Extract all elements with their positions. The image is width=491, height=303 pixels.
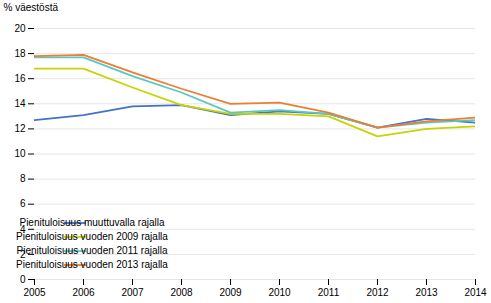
svg-text:2008: 2008 xyxy=(170,287,193,298)
svg-text:2012: 2012 xyxy=(366,287,389,298)
svg-text:2010: 2010 xyxy=(268,287,291,298)
svg-text:2013: 2013 xyxy=(415,287,438,298)
svg-text:Pienituloisuus muuttuvalla raj: Pienituloisuus muuttuvalla rajalla xyxy=(19,217,165,228)
svg-text:16: 16 xyxy=(14,73,26,84)
svg-text:20: 20 xyxy=(14,23,26,34)
svg-text:% väestöstä: % väestöstä xyxy=(4,2,59,13)
svg-text:10: 10 xyxy=(14,148,26,159)
svg-text:2014: 2014 xyxy=(464,287,487,298)
svg-text:6: 6 xyxy=(20,198,26,209)
svg-text:2007: 2007 xyxy=(121,287,144,298)
svg-text:Pienituloisuus vuoden 2013 raj: Pienituloisuus vuoden 2013 rajalla xyxy=(16,259,168,270)
svg-text:0: 0 xyxy=(20,274,26,285)
svg-text:8: 8 xyxy=(20,173,26,184)
svg-text:14: 14 xyxy=(14,98,26,109)
svg-text:2011: 2011 xyxy=(318,287,340,298)
svg-text:2009: 2009 xyxy=(219,287,242,298)
svg-text:12: 12 xyxy=(14,123,26,134)
svg-text:Pienituloisuus vuoden 2009 raj: Pienituloisuus vuoden 2009 rajalla xyxy=(16,231,168,242)
svg-text:2006: 2006 xyxy=(72,287,95,298)
svg-text:2005: 2005 xyxy=(23,287,46,298)
svg-text:Pienituloisuus vuoden 2011 raj: Pienituloisuus vuoden 2011 rajalla xyxy=(16,245,167,256)
svg-text:18: 18 xyxy=(14,48,26,59)
